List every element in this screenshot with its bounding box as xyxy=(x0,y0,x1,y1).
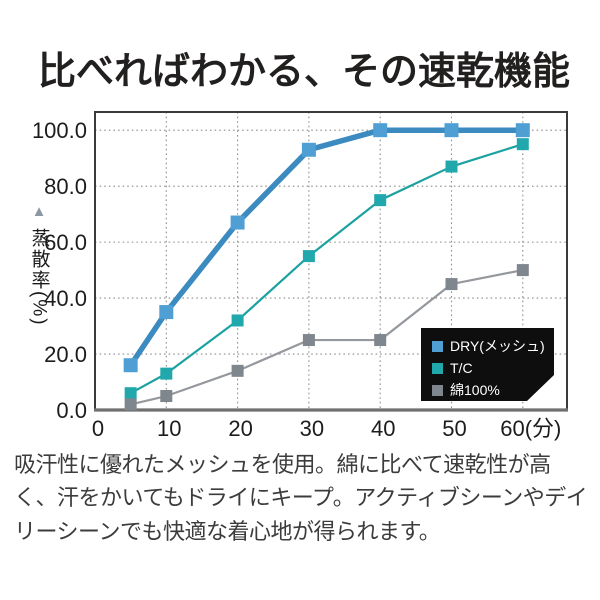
data-point-marker xyxy=(374,334,387,347)
x-tick-label: 0 xyxy=(92,416,104,441)
x-tick-label: 10 xyxy=(157,416,181,441)
data-point-marker xyxy=(445,278,458,291)
legend-swatch xyxy=(432,385,443,396)
legend-swatch xyxy=(432,341,443,352)
data-point-marker xyxy=(124,387,137,400)
data-point-marker xyxy=(301,142,316,157)
y-axis-label: 蒸散率(%) xyxy=(28,228,50,327)
x-tick-label: 30 xyxy=(300,416,324,441)
chart-legend: DRY(メッシュ) T/C 綿100% xyxy=(421,328,554,401)
legend-label: T/C xyxy=(450,360,473,376)
data-point-marker xyxy=(374,194,387,207)
data-point-marker xyxy=(444,123,459,138)
data-point-marker xyxy=(445,160,458,173)
up-triangle-icon: ▲ xyxy=(31,203,47,220)
data-point-marker xyxy=(516,138,529,151)
data-point-marker xyxy=(159,305,174,320)
data-point-marker xyxy=(160,367,173,380)
data-point-marker xyxy=(373,123,388,138)
y-tick-label: 80.0 xyxy=(44,174,87,199)
legend-label: 綿100% xyxy=(450,382,500,398)
y-tick-label: 0.0 xyxy=(56,398,87,423)
data-point-marker xyxy=(123,358,138,373)
data-point-marker xyxy=(302,250,315,263)
drying-rate-line-chart: 100.0 80.0 60.0 40.0 20.0 0.00 10 20 30 40 50 60(分) xyxy=(32,111,568,441)
x-tick-label: 60(分) xyxy=(500,416,561,441)
data-point-marker xyxy=(515,123,530,138)
data-point-marker xyxy=(302,334,315,347)
legend-item-0: DRY(メッシュ) xyxy=(432,335,554,357)
y-tick-label: 20.0 xyxy=(44,342,87,367)
data-point-marker xyxy=(231,314,244,327)
data-point-marker xyxy=(516,264,529,277)
legend-item-1: T/C xyxy=(432,357,554,379)
data-point-marker xyxy=(124,398,137,411)
legend-item-2: 綿100% xyxy=(432,379,554,401)
y-tick-label: 60.0 xyxy=(44,230,87,255)
legend-label: DRY(メッシュ) xyxy=(450,338,545,354)
description-text: 吸汗性に優れたメッシュを使用。綿に比べて速乾性が高く、汗をかいてもドライにキープ… xyxy=(14,452,588,544)
y-tick-label: 100.0 xyxy=(32,118,87,143)
chart-title: 比べればわかる、その速乾機能 xyxy=(38,51,571,93)
x-tick-label: 50 xyxy=(442,416,466,441)
y-tick-label: 40.0 xyxy=(44,286,87,311)
x-tick-label: 40 xyxy=(371,416,395,441)
y-axis-label-group: ▲ 蒸散率(%) xyxy=(24,204,54,327)
data-point-marker xyxy=(160,390,173,403)
legend-swatch xyxy=(432,363,443,374)
data-point-marker xyxy=(231,364,244,377)
data-point-marker xyxy=(230,215,245,230)
x-tick-label: 20 xyxy=(228,416,252,441)
